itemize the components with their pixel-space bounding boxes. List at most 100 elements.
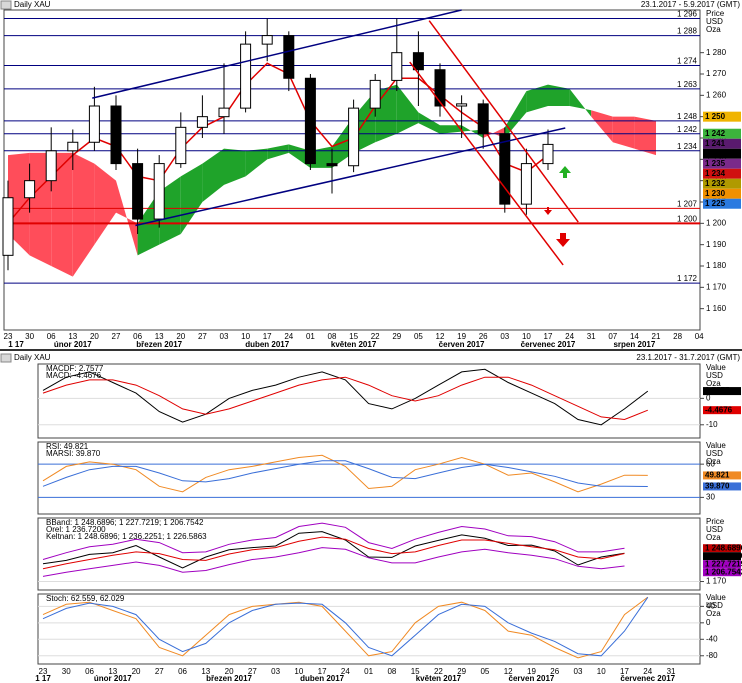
- axis-caption: Oza: [706, 25, 721, 34]
- y-tick-label: 1 260: [706, 90, 727, 99]
- axis-caption: Oza: [706, 379, 721, 388]
- series-line: [42, 522, 625, 560]
- level-label: 1 207: [677, 200, 698, 209]
- value-box-label: -4.4676: [705, 405, 733, 414]
- x-tick-label: 24: [284, 332, 293, 341]
- y-tick-label: -10: [706, 420, 718, 429]
- series-line: [42, 460, 648, 487]
- month-label: červen 2017: [509, 674, 555, 683]
- value-box-label: 49.821: [705, 471, 730, 480]
- x-tick-label: 20: [90, 332, 99, 341]
- x-tick-label: 27: [248, 667, 257, 676]
- series-line: [42, 531, 625, 569]
- x-tick-label: 13: [108, 667, 117, 676]
- legend-entry: RSI: 49.821: [46, 442, 89, 451]
- level-label: 1 248: [677, 112, 698, 121]
- value-box: [703, 111, 741, 122]
- month-label: březen 2017: [136, 340, 182, 349]
- month-label: červenec 2017: [620, 674, 675, 683]
- x-tick-label: 06: [178, 667, 187, 676]
- panel-frame: [37, 441, 701, 515]
- x-tick-label: 10: [241, 332, 250, 341]
- y-tick-label: 60: [706, 459, 715, 468]
- trend-line: [428, 20, 579, 223]
- cloud-segment: [202, 148, 224, 202]
- value-box-label: 1 235: [705, 159, 726, 168]
- window-icon[interactable]: [0, 353, 12, 363]
- x-tick-label: 20: [176, 332, 185, 341]
- y-tick-label: 1 270: [706, 69, 727, 78]
- x-tick-label: 17: [620, 667, 629, 676]
- series-line: [42, 376, 648, 421]
- x-tick-label: 26: [479, 332, 488, 341]
- window-icon[interactable]: [0, 0, 12, 10]
- month-label: 1 17: [35, 674, 51, 683]
- cloud-segment: [224, 148, 246, 185]
- x-tick-label: 23: [39, 667, 48, 676]
- value-box-label: 1 234: [705, 169, 726, 178]
- month-label: srpen 2017: [613, 340, 655, 349]
- chart-title: Daily XAU: [14, 353, 51, 362]
- cloud-segment: [72, 152, 95, 277]
- x-tick-label: 30: [25, 332, 34, 341]
- y-tick-label: 1 280: [706, 48, 727, 57]
- level-label: 1 200: [677, 214, 698, 223]
- y-tick-label: 1 170: [706, 282, 727, 291]
- y-tick-label: 1 170: [706, 577, 727, 586]
- arrow-down: [544, 207, 552, 215]
- level-label: 1 263: [677, 80, 698, 89]
- month-label: červen 2017: [439, 340, 485, 349]
- x-tick-label: 23: [4, 332, 13, 341]
- value-box: [703, 560, 741, 569]
- date-range: 23.1.2017 - 31.7.2017 (GMT): [636, 353, 740, 362]
- level-label: 1 242: [677, 125, 698, 134]
- value-box: [703, 158, 741, 169]
- legend-entry: MACDF: 2.7577: [46, 364, 104, 373]
- series-line: [42, 597, 649, 657]
- candle-body: [456, 103, 468, 107]
- candle-body: [283, 35, 295, 79]
- value-box: [703, 148, 741, 159]
- candle-body: [218, 107, 230, 118]
- axis-caption: Value: [706, 593, 726, 602]
- x-tick-label: 21: [652, 332, 661, 341]
- x-tick-label: 24: [643, 667, 652, 676]
- series-line: [42, 547, 625, 577]
- candle-body: [326, 163, 338, 167]
- x-tick-label: 10: [522, 332, 531, 341]
- cloud-segment: [526, 84, 548, 113]
- x-tick-label: 07: [608, 332, 617, 341]
- x-tick-label: 08: [387, 667, 396, 676]
- panel-frame: [37, 363, 701, 439]
- month-label: duben 2017: [245, 340, 290, 349]
- y-tick-label: -40: [706, 634, 718, 643]
- axis-caption: USD: [706, 525, 723, 534]
- cloud-segment: [51, 152, 73, 277]
- month-label: březen 2017: [206, 674, 252, 683]
- month-label: únor 2017: [54, 340, 92, 349]
- value-box: [703, 138, 741, 149]
- value-box-label: 1 237: [705, 149, 726, 158]
- legend-entry: Orel: 1 236.7200: [46, 525, 106, 534]
- cloud-segment: [461, 125, 484, 138]
- x-tick-label: 10: [597, 667, 606, 676]
- value-box: [703, 188, 741, 199]
- x-tick-label: 03: [271, 667, 280, 676]
- date-range: 23.1.2017 - 5.9.2017 (GMT): [641, 0, 741, 9]
- cloud-segment: [504, 91, 527, 138]
- x-tick-label: 15: [411, 667, 420, 676]
- candle-body: [67, 141, 79, 152]
- x-tick-label: 27: [198, 332, 207, 341]
- y-tick-label: 40: [706, 601, 715, 610]
- y-tick-label: 30: [706, 492, 715, 501]
- cloud-segment: [634, 116, 656, 156]
- candle-body: [434, 69, 446, 107]
- x-tick-label: 12: [436, 332, 445, 341]
- y-tick-label: -80: [706, 651, 718, 660]
- candle-body: [391, 52, 403, 81]
- x-tick-label: 14: [630, 332, 639, 341]
- x-tick-label: 03: [500, 332, 509, 341]
- x-tick-label: 29: [457, 667, 466, 676]
- axis-caption: USD: [706, 449, 723, 458]
- value-box-label: 1 225: [705, 199, 726, 208]
